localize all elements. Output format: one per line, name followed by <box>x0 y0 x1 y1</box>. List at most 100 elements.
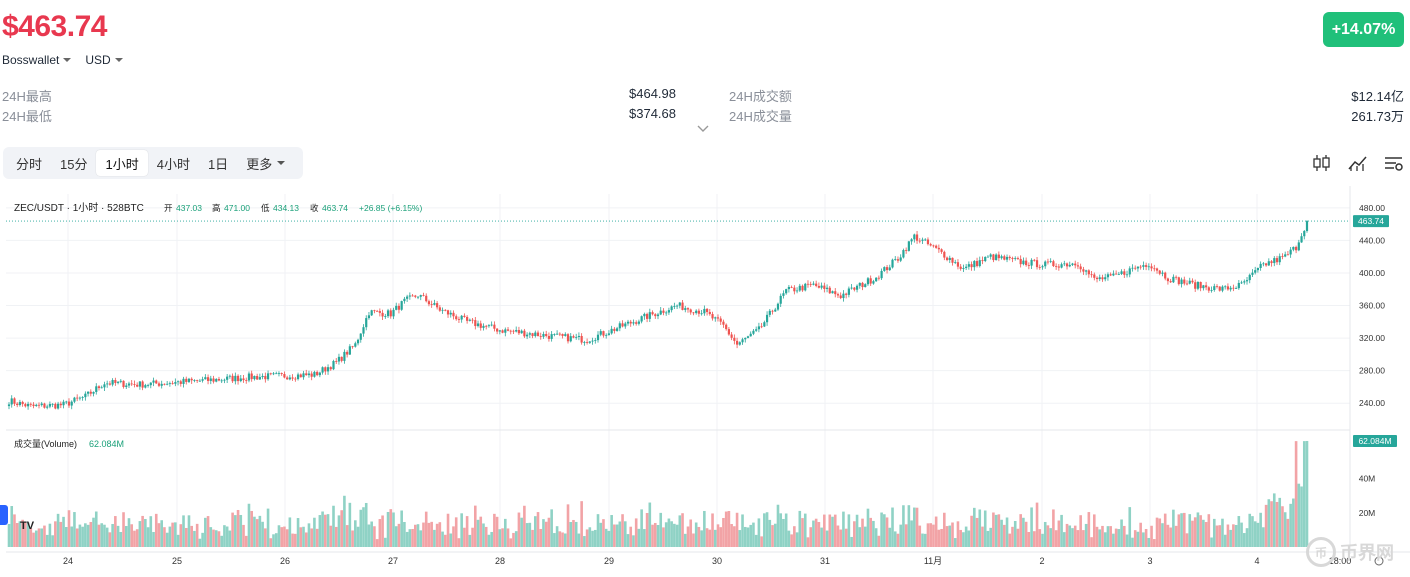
last-price-tag <box>1353 215 1389 228</box>
candle-body <box>436 303 439 308</box>
volume-bar <box>7 523 11 547</box>
candle-body <box>1068 264 1071 267</box>
candle-body <box>13 398 16 404</box>
candle-body <box>242 378 245 381</box>
axis-settings-icon[interactable] <box>1374 556 1384 566</box>
volume-bar <box>250 510 253 547</box>
candle-body <box>179 381 182 384</box>
candle-body <box>313 371 316 377</box>
volume-bar <box>773 523 777 547</box>
volume-bar <box>1136 531 1140 547</box>
volume-bar <box>877 535 881 547</box>
candle-body <box>359 333 362 340</box>
volume-bar <box>1065 523 1069 547</box>
candle-body <box>26 403 30 407</box>
candle-body <box>1229 287 1232 290</box>
tab-15m[interactable]: 15分 <box>60 156 88 172</box>
candle-body <box>749 333 752 337</box>
volume-bar <box>683 533 687 547</box>
volume-bar <box>122 512 125 547</box>
settings-icon[interactable] <box>1384 154 1404 172</box>
candle-body <box>348 346 351 355</box>
candle-body <box>752 330 755 334</box>
volume-bar <box>92 517 95 547</box>
volume-bar <box>915 507 919 547</box>
volume-bar <box>962 532 965 547</box>
volume-bar <box>1242 533 1246 547</box>
volume-bar <box>621 514 624 547</box>
candle-body <box>59 403 62 406</box>
source-label: Bosswallet <box>2 53 60 67</box>
source-select[interactable]: Bosswallet <box>2 53 72 67</box>
indicator-icon[interactable] <box>1348 154 1368 172</box>
y-tick-label: 280.00 <box>1359 366 1385 376</box>
chevron-down-icon <box>114 58 123 62</box>
volume-bar <box>850 536 853 547</box>
volume-bar <box>1114 528 1118 547</box>
volume-bar <box>569 522 573 547</box>
volume-bar <box>831 516 834 547</box>
volume-bar <box>757 518 761 547</box>
volume-bar <box>209 527 213 547</box>
candle-body <box>171 383 174 385</box>
volume-bar <box>760 536 763 547</box>
volume-bar <box>329 525 333 547</box>
candle-body <box>316 371 319 376</box>
volume-bar <box>544 521 548 547</box>
price-chart[interactable]: 480.00 440.00 400.00 360.00 320.00 280.00 240.… <box>0 186 1410 577</box>
volume-bar <box>364 502 368 547</box>
tab-more[interactable]: 更多 <box>237 150 294 176</box>
currency-select[interactable]: USD <box>85 53 123 67</box>
candle-body <box>291 377 294 379</box>
volume-bar <box>719 527 723 547</box>
tab-4h[interactable]: 4小时 <box>156 156 190 172</box>
volume-bar <box>45 534 49 547</box>
candle-body <box>228 375 231 377</box>
candle-body <box>970 264 973 268</box>
tab-1d[interactable]: 1日 <box>207 156 229 172</box>
y-tick-label: 240.00 <box>1359 398 1385 408</box>
volume-bar <box>430 521 433 547</box>
volume-bar <box>258 515 262 547</box>
x-tick-label: 3 <box>1147 556 1152 566</box>
volume-bar <box>182 515 185 547</box>
tab-1h[interactable]: 1小时 <box>96 150 148 176</box>
candle-body <box>226 376 229 380</box>
candle-body <box>932 245 935 247</box>
volume-bar <box>1256 522 1260 547</box>
volume-bar <box>1215 525 1219 547</box>
candle-body <box>190 378 193 381</box>
candle-body <box>708 311 711 315</box>
candle-body <box>275 373 278 375</box>
candle-body <box>427 301 431 305</box>
volume-bar <box>160 520 164 547</box>
volume-bar <box>670 521 673 547</box>
volume-bar <box>607 530 611 547</box>
volume-bar <box>332 505 335 547</box>
volume-bar <box>206 516 210 547</box>
volume-bar <box>10 506 14 547</box>
candle-body <box>1095 277 1099 280</box>
side-panel-toggle[interactable] <box>0 505 8 525</box>
volume-bar <box>1169 527 1172 547</box>
candle-body <box>24 404 27 407</box>
volume-bar <box>1052 509 1055 547</box>
candlestick-icon[interactable] <box>1312 154 1332 172</box>
expand-chevron-icon[interactable] <box>697 124 709 134</box>
candle-body <box>534 332 537 337</box>
volume-bar <box>495 516 499 547</box>
volume-bar <box>1152 539 1156 547</box>
volume-bar <box>114 516 117 547</box>
candle-body <box>496 328 499 332</box>
volume-bar <box>1109 526 1112 547</box>
candle-body <box>370 310 373 316</box>
tab-timeshare[interactable]: 分时 <box>16 156 43 172</box>
volume-bar <box>1041 533 1044 547</box>
candle-body <box>446 310 450 315</box>
candle-body <box>1125 274 1129 276</box>
volume-bar <box>896 533 900 547</box>
volume-bar <box>503 518 507 547</box>
candle-body <box>1155 268 1159 271</box>
candle-body <box>482 325 485 328</box>
volume-bar <box>918 525 922 547</box>
